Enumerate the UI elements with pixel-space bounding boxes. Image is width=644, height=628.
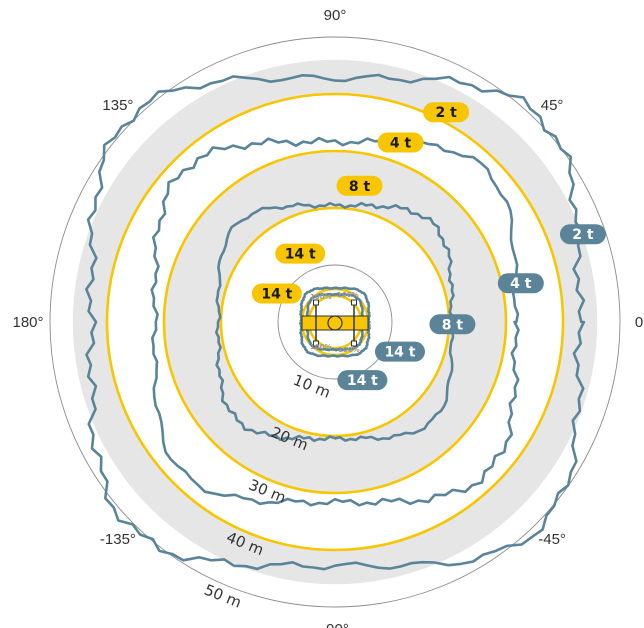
blue-label-0-text: 2 t	[572, 227, 594, 243]
blue-label-3-text: 14 t	[384, 345, 415, 361]
radius-label-10m: 10 m	[291, 371, 333, 402]
angle-labels: 90° 45° 0° -45° -90° -135° 180° 135°	[12, 7, 644, 628]
radius-label-50m: 50 m	[202, 581, 244, 612]
yellow-label-3-pill	[275, 243, 326, 264]
blue-label-3-pill	[374, 341, 425, 362]
shaded-band-0	[163, 150, 507, 494]
crane-icon	[301, 299, 369, 347]
blue-load-curves	[85, 73, 586, 571]
angle-label-2: 0°	[635, 314, 644, 331]
yellow-label-1-text: 4 t	[390, 135, 412, 151]
yellow-label-3-text: 14 t	[285, 247, 316, 263]
yellow-label-2-text: 8 t	[349, 179, 371, 195]
blue-label-2-pill	[429, 314, 476, 335]
load-labels: 2 t 4 t 8 t 14 t 14 t 2 t 4 t 8 t 14 t 14 t	[251, 102, 606, 391]
blue-label-4-text: 14 t	[347, 373, 378, 389]
blue-curve-3	[299, 286, 371, 358]
ring-10m	[277, 264, 393, 380]
angle-label-6: 180°	[12, 314, 43, 331]
blue-label-0-pill	[559, 224, 606, 245]
yellow-label-1-pill	[377, 132, 424, 153]
angle-label-1: 45°	[541, 97, 564, 114]
blue-label-4-pill	[337, 370, 388, 391]
yellow-label-4-pill	[251, 283, 302, 304]
blue-label-2-text: 8 t	[442, 317, 464, 333]
yellow-label-0-text: 2 t	[435, 105, 457, 121]
yellow-label-4-text: 14 t	[261, 287, 292, 303]
angle-label-0: 90°	[324, 7, 347, 24]
angle-label-7: 135°	[102, 97, 133, 114]
ring-50m	[49, 36, 621, 608]
blue-curve-0	[85, 73, 586, 571]
yellow-curve-1	[162, 149, 508, 495]
angle-label-4: -90°	[321, 621, 349, 628]
blue-curve-2	[215, 201, 455, 443]
percent-label-ur: 100%	[337, 291, 359, 299]
angle-label-3: -45°	[538, 531, 566, 548]
percent-label-lr: 100%	[338, 346, 360, 354]
blue-label-1-text: 4 t	[510, 276, 532, 292]
yellow-curve-0	[105, 92, 565, 552]
angle-label-5: -135°	[100, 531, 136, 548]
yellow-label-2-pill	[336, 175, 383, 196]
blue-curve-1	[150, 136, 520, 507]
yellow-label-0-pill	[423, 102, 470, 123]
blue-label-1-pill	[497, 273, 544, 294]
percent-label-ll: 100%	[310, 343, 332, 351]
percent-labels: 100% 100% 100% 100%	[310, 291, 360, 354]
percent-label-ul: 100%	[310, 293, 332, 301]
shaded-bands	[72, 59, 598, 585]
